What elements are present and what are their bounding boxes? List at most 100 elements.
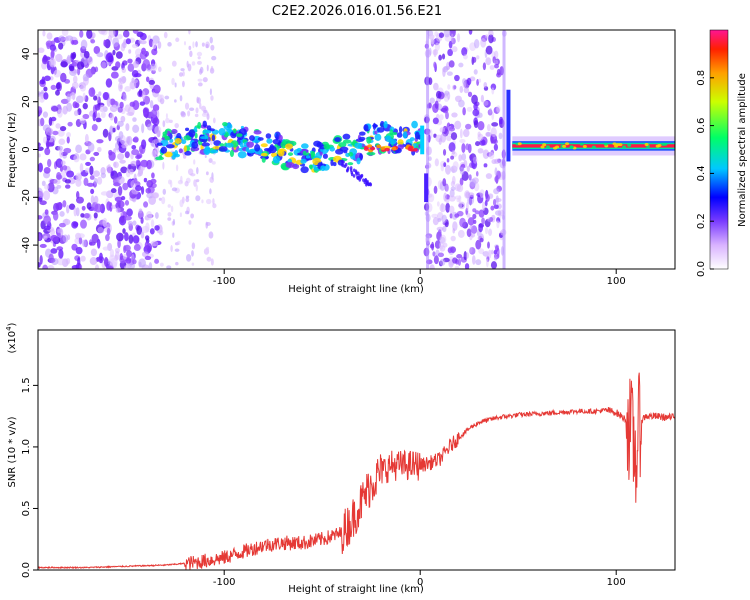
noise-blob xyxy=(77,257,81,267)
noise-blob xyxy=(191,242,196,250)
signal-blob xyxy=(384,147,390,152)
noise-blob xyxy=(112,49,116,56)
noise-blob xyxy=(205,221,209,229)
noise-blob xyxy=(54,54,60,60)
noise-blob xyxy=(115,207,121,213)
noise-blob xyxy=(496,105,501,113)
noise-blob xyxy=(119,215,125,224)
signal-blob xyxy=(174,137,182,144)
noise-blob xyxy=(75,178,82,187)
noise-blob xyxy=(132,30,139,34)
x-tick-label: 0 xyxy=(417,577,423,588)
noise-blob xyxy=(105,234,110,242)
noise-blob xyxy=(488,34,494,44)
noise-blob xyxy=(79,30,84,38)
signal-blob xyxy=(260,143,268,148)
noise-blob xyxy=(195,179,200,183)
noise-blob xyxy=(117,120,124,127)
noise-blob xyxy=(466,213,471,218)
noise-blob xyxy=(122,228,126,234)
tone-blob xyxy=(655,144,660,148)
noise-blob xyxy=(201,42,205,47)
signal-blob xyxy=(260,152,268,157)
noise-blob xyxy=(58,35,65,42)
noise-blob xyxy=(170,179,173,188)
signal-blob xyxy=(247,149,256,154)
signal-blob xyxy=(338,142,347,148)
noise-blob xyxy=(142,107,150,115)
x-tick-label: 100 xyxy=(607,577,626,588)
noise-blob xyxy=(473,69,478,75)
y-tick-label: 20 xyxy=(21,95,32,108)
spectrogram-x-label: Height of straight line (km) xyxy=(288,284,424,295)
noise-blob xyxy=(119,253,123,261)
noise-blob xyxy=(438,32,445,38)
x-tick-label: 100 xyxy=(607,276,626,287)
noise-blob xyxy=(446,158,450,163)
noise-blob xyxy=(494,210,502,216)
signal-blob xyxy=(356,171,360,176)
signal-blob xyxy=(202,120,207,128)
noise-blob xyxy=(82,239,87,248)
noise-blob xyxy=(79,162,84,173)
noise-blob xyxy=(84,167,90,173)
noise-blob xyxy=(482,149,490,160)
noise-blob xyxy=(120,166,128,174)
noise-blob xyxy=(132,124,140,134)
noise-blob xyxy=(165,117,170,124)
noise-blob xyxy=(115,61,121,69)
noise-blob xyxy=(101,61,107,69)
signal-blob xyxy=(354,142,363,149)
noise-blob xyxy=(157,66,162,73)
noise-blob xyxy=(132,220,137,226)
tone-blob xyxy=(622,145,627,149)
noise-blob xyxy=(161,196,166,205)
signal-blob xyxy=(366,136,372,144)
noise-blob xyxy=(480,38,487,48)
noise-blob xyxy=(55,123,61,129)
noise-blob xyxy=(86,30,93,39)
noise-blob xyxy=(462,78,467,85)
noise-blob xyxy=(139,101,146,106)
noise-blob xyxy=(145,210,153,221)
noise-blob xyxy=(441,53,446,60)
noise-blob xyxy=(171,187,178,192)
noise-blob xyxy=(197,60,202,65)
noise-blob xyxy=(456,184,464,193)
noise-blob xyxy=(96,139,104,144)
noise-blob xyxy=(443,162,447,168)
signal-blob xyxy=(316,141,323,148)
noise-blob xyxy=(205,44,209,49)
noise-blob xyxy=(132,259,137,265)
snr-series-line xyxy=(38,372,675,570)
noise-blob xyxy=(452,221,458,232)
noise-blob xyxy=(490,205,495,211)
noise-blob xyxy=(95,117,102,123)
noise-blob xyxy=(195,195,201,202)
signal-blob xyxy=(185,127,190,132)
noise-blob xyxy=(124,200,130,206)
signal-blob xyxy=(356,157,361,165)
noise-blob xyxy=(485,258,489,268)
signal-blob xyxy=(329,146,335,152)
noise-blob xyxy=(471,255,476,265)
noise-blob xyxy=(76,61,85,70)
signal-blob xyxy=(350,172,354,177)
noise-blob xyxy=(484,227,488,235)
noise-blob xyxy=(433,49,437,58)
noise-blob xyxy=(122,182,129,191)
noise-blob xyxy=(437,229,442,236)
noise-blob xyxy=(131,79,138,84)
signal-blob xyxy=(197,121,202,130)
noise-blob xyxy=(138,258,147,268)
noise-blob xyxy=(450,33,454,44)
noise-blob xyxy=(151,48,158,56)
signal-blob xyxy=(342,133,351,140)
noise-blob xyxy=(433,255,439,265)
noise-blob xyxy=(445,164,451,175)
noise-blob xyxy=(189,50,193,58)
signal-blob xyxy=(363,147,369,151)
noise-blob xyxy=(121,67,127,74)
noise-blob xyxy=(62,105,68,115)
noise-blob xyxy=(116,200,121,206)
